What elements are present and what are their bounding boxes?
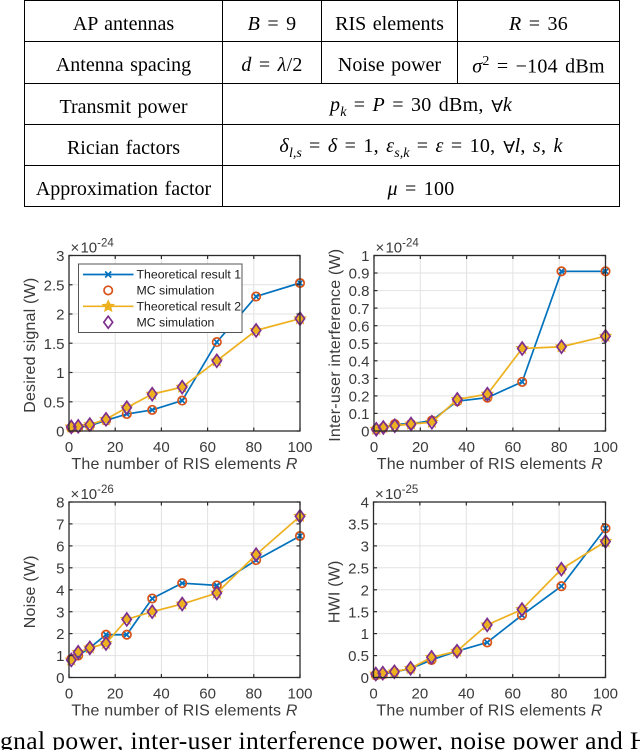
svg-text:100: 100	[287, 439, 312, 456]
svg-text:0: 0	[65, 439, 73, 456]
svg-text:MC simulation: MC simulation	[137, 284, 215, 298]
svg-text:3: 3	[56, 604, 64, 621]
svg-text:2.5: 2.5	[348, 560, 369, 577]
svg-text:0: 0	[361, 670, 369, 687]
svg-text:60: 60	[199, 439, 216, 456]
svg-text:40: 40	[153, 686, 170, 703]
svg-text:0.6: 0.6	[349, 318, 370, 335]
svg-text:1: 1	[56, 365, 64, 382]
svg-text:2.5: 2.5	[44, 277, 65, 294]
svg-text:20: 20	[412, 686, 429, 703]
svg-text:2: 2	[56, 307, 64, 324]
svg-text:3: 3	[361, 539, 369, 556]
svg-text:Desired signal (W): Desired signal (W)	[22, 278, 39, 413]
svg-text:100: 100	[593, 686, 618, 703]
svg-text:0.5: 0.5	[44, 394, 65, 411]
svg-text:Theoretical result 2: Theoretical result 2	[137, 300, 242, 314]
svg-text:×10-24: ×10-24	[376, 237, 420, 256]
svg-text:80: 80	[245, 686, 262, 703]
svg-text:Inter-user interference (W): Inter-user interference (W)	[327, 249, 344, 442]
svg-text:2: 2	[361, 582, 369, 599]
svg-text:0.5: 0.5	[349, 336, 370, 353]
svg-text:20: 20	[107, 439, 124, 456]
svg-text:×10-25: ×10-25	[375, 484, 418, 503]
svg-text:100: 100	[593, 439, 618, 456]
svg-text:0.8: 0.8	[349, 283, 370, 300]
svg-text:80: 80	[245, 439, 262, 456]
svg-text:8: 8	[56, 495, 64, 512]
svg-text:MC simulation: MC simulation	[137, 315, 215, 329]
svg-text:4: 4	[361, 495, 369, 512]
svg-text:100: 100	[287, 686, 312, 703]
svg-text:0.2: 0.2	[349, 389, 370, 406]
svg-text:0.1: 0.1	[349, 406, 370, 423]
svg-text:7: 7	[56, 517, 64, 534]
svg-text:40: 40	[458, 686, 475, 703]
svg-text:×10-24: ×10-24	[71, 237, 115, 256]
svg-text:0: 0	[369, 686, 377, 703]
svg-text:60: 60	[504, 686, 521, 703]
svg-text:0.7: 0.7	[349, 301, 370, 318]
svg-text:3.5: 3.5	[348, 517, 369, 534]
svg-text:80: 80	[551, 439, 568, 456]
svg-text:HWI (W): HWI (W)	[327, 560, 344, 623]
svg-text:The number of RIS elements R: The number of RIS elements R	[71, 456, 297, 473]
svg-text:3: 3	[56, 248, 64, 265]
svg-text:0.9: 0.9	[349, 266, 370, 283]
svg-text:0.3: 0.3	[349, 371, 370, 388]
svg-text:4: 4	[56, 582, 64, 599]
svg-text:40: 40	[153, 439, 170, 456]
svg-text:0: 0	[65, 686, 73, 703]
svg-text:60: 60	[199, 686, 216, 703]
svg-text:0: 0	[361, 424, 369, 441]
svg-text:The number of RIS elements R: The number of RIS elements R	[71, 702, 297, 719]
svg-text:The number of RIS elements R: The number of RIS elements R	[377, 456, 603, 473]
svg-text:5: 5	[56, 560, 64, 577]
svg-text:1: 1	[361, 626, 369, 643]
svg-text:0.4: 0.4	[349, 353, 370, 370]
svg-text:0: 0	[56, 424, 64, 441]
svg-text:80: 80	[551, 686, 568, 703]
svg-text:0: 0	[370, 439, 378, 456]
svg-text:1: 1	[56, 648, 64, 665]
svg-text:60: 60	[505, 439, 522, 456]
svg-text:6: 6	[56, 539, 64, 556]
svg-text:1: 1	[361, 248, 369, 265]
svg-text:20: 20	[107, 686, 124, 703]
svg-text:0.5: 0.5	[348, 648, 369, 665]
svg-text:40: 40	[458, 439, 475, 456]
svg-text:Noise (W): Noise (W)	[22, 555, 39, 628]
svg-text:0: 0	[56, 670, 64, 687]
svg-text:20: 20	[412, 439, 429, 456]
svg-text:1.5: 1.5	[44, 336, 65, 353]
svg-text:The number of RIS elements R: The number of RIS elements R	[376, 702, 602, 719]
svg-text:2: 2	[56, 626, 64, 643]
svg-text:1.5: 1.5	[348, 604, 369, 621]
svg-text:Theoretical result 1: Theoretical result 1	[137, 268, 242, 282]
svg-text:×10-26: ×10-26	[71, 484, 114, 503]
